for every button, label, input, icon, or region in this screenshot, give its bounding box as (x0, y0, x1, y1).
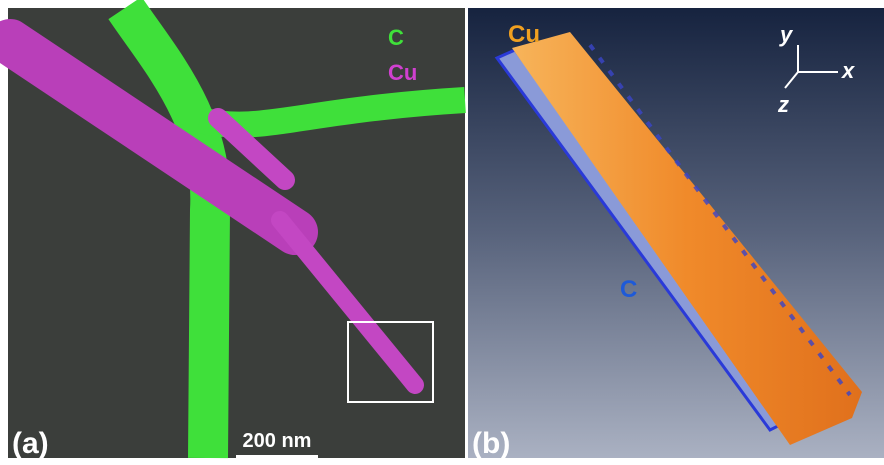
panel-b: Cu C y x z (b) (468, 8, 884, 460)
axis-label: x (841, 58, 855, 83)
panel-label: (a) (12, 427, 49, 460)
scale-bar-label: 200 nm (243, 430, 312, 452)
annotation: C (620, 276, 637, 303)
figure: C Cu 200 nm (a) Cu C y x z (b) (0, 0, 884, 465)
annotation: Cu (508, 21, 540, 48)
panel-label: (b) (472, 427, 510, 460)
axis-label: z (777, 92, 789, 117)
scale-bar (236, 455, 318, 461)
page: C Cu 200 nm (a) Cu C y x z (b) (() => { … (0, 0, 884, 465)
axis-label: y (779, 22, 794, 47)
legend-label: Cu (388, 60, 417, 85)
legend-label: C (388, 25, 404, 50)
panel-a: C Cu 200 nm (a) (8, 8, 465, 461)
